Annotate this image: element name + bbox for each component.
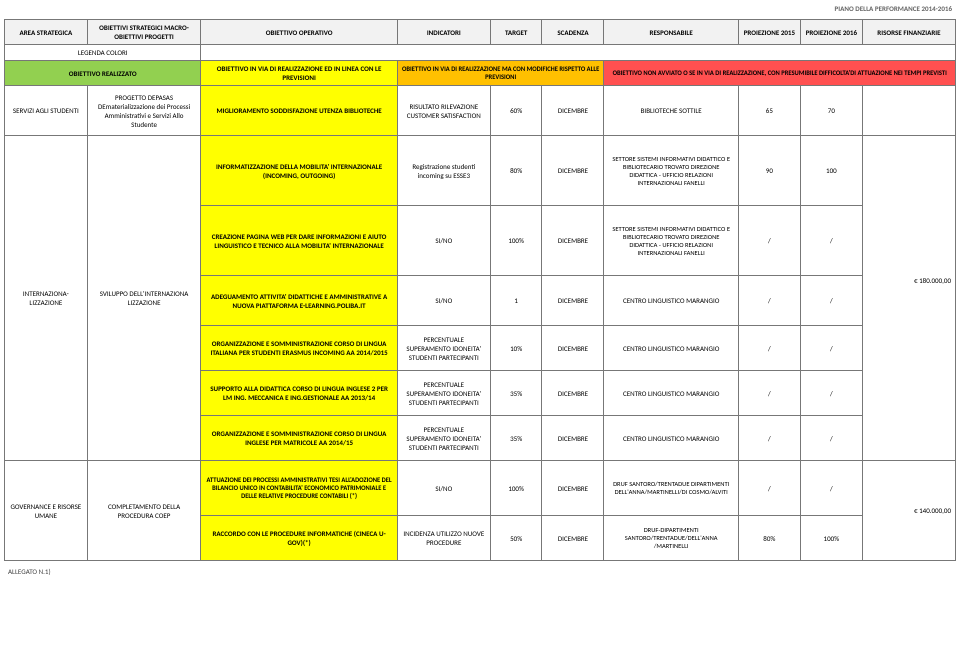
hdr-p16: PROIEZIONE 2016 [800, 20, 862, 45]
resp: BIBLIOTECHE SOTTILE [604, 86, 738, 136]
ind: PERCENTUALE SUPERAMENTO IDONEITA' STUDEN… [397, 371, 490, 416]
legend-green: OBIETTIVO REALIZZATO [5, 61, 201, 86]
ris-internaz: € 180.000,00 [862, 136, 955, 461]
doc-title: PIANO DELLA PERFORMANCE 2014-2016 [4, 4, 956, 13]
op: ADEGUAMENTO ATTIVITA' DIDATTICHE E AMMIN… [201, 276, 397, 326]
macro-servizi: PROGETTO DEPASAS DEmaterializzazione dei… [87, 86, 201, 136]
p15: / [738, 371, 800, 416]
legend-yellow: OBIETTIVO IN VIA DI REALIZZAZIONE ED IN … [201, 61, 397, 86]
p15: 90 [738, 136, 800, 206]
footer-text: ALLEGATO N.1) [4, 567, 956, 576]
p16: 70 [800, 86, 862, 136]
scad: DICEMBRE [542, 206, 604, 276]
resp: CENTRO LINGUISTICO MARANGIO [604, 326, 738, 371]
target: 100% [490, 206, 542, 276]
p15: / [738, 206, 800, 276]
p16: / [800, 326, 862, 371]
ind: SI/NO [397, 461, 490, 516]
p15: 65 [738, 86, 800, 136]
p16: / [800, 371, 862, 416]
scad: DICEMBRE [542, 136, 604, 206]
scad: DICEMBRE [542, 276, 604, 326]
op: INFORMATIZZAZIONE DELLA MOBILITA' INTERN… [201, 136, 397, 206]
scad: DICEMBRE [542, 326, 604, 371]
ris [862, 86, 955, 136]
p16: / [800, 276, 862, 326]
resp: CENTRO LINGUISTICO MARANGIO [604, 371, 738, 416]
ind: RISULTATO RILEVAZIONE CUSTOMER SATISFACT… [397, 86, 490, 136]
hdr-ind: INDICATORI [397, 20, 490, 45]
target: 100% [490, 461, 542, 516]
hdr-macro: OBIETTIVI STRATEGICI MACRO-OBIETTIVI PRO… [87, 20, 201, 45]
p15: / [738, 276, 800, 326]
hdr-op: OBIETTIVO OPERATIVO [201, 20, 397, 45]
legend-label-row: LEGENDA COLORI [5, 45, 956, 61]
area-internaz: INTERNAZIONA-LIZZAZIONE [5, 136, 88, 461]
macro-internaz: SVILUPPO DELL'INTERNAZIONA LIZZAZIONE [87, 136, 201, 461]
p15: 80% [738, 516, 800, 561]
row-servizi: SERVIZI AGLI STUDENTI PROGETTO DEPASAS D… [5, 86, 956, 136]
legend-orange: OBIETTIVO IN VIA DI REALIZZAZIONE MA CON… [397, 61, 604, 86]
target: 80% [490, 136, 542, 206]
op: MIGLIORAMENTO SODDISFAZIONE UTENZA BIBLI… [201, 86, 397, 136]
target: 10% [490, 326, 542, 371]
p15: / [738, 416, 800, 461]
row-gov-1: GOVERNANCE E RISORSE UMANE COMPLETAMENTO… [5, 461, 956, 516]
resp: DRUF-DIPARTIMENTI SANTORO/TRENTADUE/DELL… [604, 516, 738, 561]
p15: / [738, 461, 800, 516]
target: 60% [490, 86, 542, 136]
area-gov: GOVERNANCE E RISORSE UMANE [5, 461, 88, 561]
p16: 100% [800, 516, 862, 561]
hdr-p15: PROIEZIONE 2015 [738, 20, 800, 45]
resp: CENTRO LINGUISTICO MARANGIO [604, 416, 738, 461]
scad: DICEMBRE [542, 516, 604, 561]
hdr-ris: RISORSE FINANZIARIE [862, 20, 955, 45]
header-row: AREA STRATEGICA OBIETTIVI STRATEGICI MAC… [5, 20, 956, 45]
target: 50% [490, 516, 542, 561]
scad: DICEMBRE [542, 461, 604, 516]
scad: DICEMBRE [542, 371, 604, 416]
ind: SI/NO [397, 276, 490, 326]
ind: Registrazione studenti incoming su ESSE3 [397, 136, 490, 206]
op: ORGANIZZAZIONE E SOMMINISTRAZIONE CORSO … [201, 326, 397, 371]
legend-label: LEGENDA COLORI [5, 45, 201, 61]
hdr-area: AREA STRATEGICA [5, 20, 88, 45]
ind: PERCENTUALE SUPERAMENTO IDONEITA' STUDEN… [397, 416, 490, 461]
p16: / [800, 206, 862, 276]
hdr-target: TARGET [490, 20, 542, 45]
op: SUPPORTO ALLA DIDATTICA CORSO DI LINGUA … [201, 371, 397, 416]
p16: / [800, 461, 862, 516]
area-servizi: SERVIZI AGLI STUDENTI [5, 86, 88, 136]
p16: / [800, 416, 862, 461]
resp: CENTRO LINGUISTICO MARANGIO [604, 276, 738, 326]
legend-row: OBIETTIVO REALIZZATO OBIETTIVO IN VIA DI… [5, 61, 956, 86]
op: RACCORDO CON LE PROCEDURE INFORMATICHE (… [201, 516, 397, 561]
resp: SETTORE SISTEMI INFORMATIVI DIDATTICO E … [604, 136, 738, 206]
performance-table: AREA STRATEGICA OBIETTIVI STRATEGICI MAC… [4, 19, 956, 561]
resp: DRUF SANTORO/TRENTADUE DIPARTIMENTI DELL… [604, 461, 738, 516]
ind: INCIDENZA UTILIZZO NUOVE PROCEDURE [397, 516, 490, 561]
op: ORGANIZZAZIONE E SOMMINISTRAZIONE CORSO … [201, 416, 397, 461]
macro-gov: COMPLETAMENTO DELLA PROCEDURA COEP [87, 461, 201, 561]
ris-gov: € 140.000,00 [862, 461, 955, 561]
scad: DICEMBRE [542, 86, 604, 136]
p15: / [738, 326, 800, 371]
ind: SI/NO [397, 206, 490, 276]
legend-red: OBIETTIVO NON AVVIATO O SE IN VIA DI REA… [604, 61, 956, 86]
target: 35% [490, 371, 542, 416]
target: 35% [490, 416, 542, 461]
row-internaz-1: INTERNAZIONA-LIZZAZIONE SVILUPPO DELL'IN… [5, 136, 956, 206]
hdr-scad: SCADENZA [542, 20, 604, 45]
scad: DICEMBRE [542, 416, 604, 461]
p16: 100 [800, 136, 862, 206]
resp: SETTORE SISTEMI INFORMATIVI DIDATTICO E … [604, 206, 738, 276]
target: 1 [490, 276, 542, 326]
op: ATTUAZIONE DEI PROCESSI AMMINISTRATIVI T… [201, 461, 397, 516]
hdr-resp: RESPONSABILE [604, 20, 738, 45]
ind: PERCENTUALE SUPERAMENTO IDONEITA' STUDEN… [397, 326, 490, 371]
op: CREAZIONE PAGINA WEB PER DARE INFORMAZIO… [201, 206, 397, 276]
